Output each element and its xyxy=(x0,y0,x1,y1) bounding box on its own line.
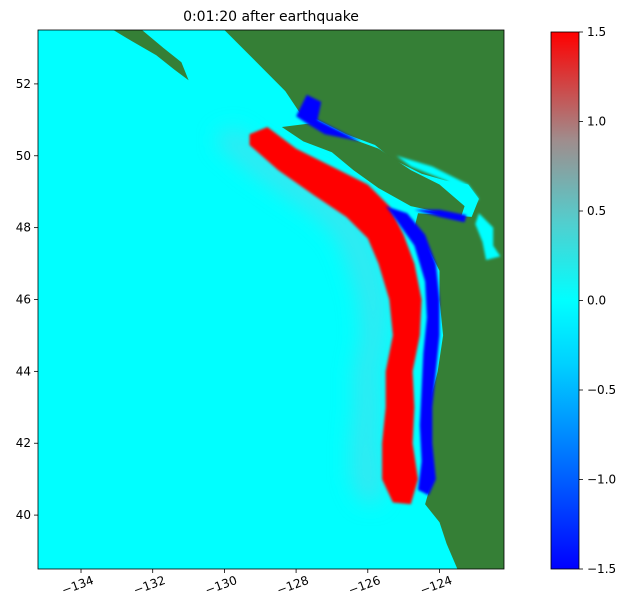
x-axis: −134 −132 −130 −128 −126 −124 xyxy=(60,569,454,597)
y-tick-label: 44 xyxy=(16,364,31,378)
land-mainland xyxy=(224,30,504,569)
land-layer xyxy=(113,30,504,569)
region-strait-of-georgia xyxy=(396,155,479,207)
colorbar-tick-label: 0.0 xyxy=(587,294,606,308)
x-tick-label: −134 xyxy=(60,573,96,597)
chart-title: 0:01:20 after earthquake xyxy=(183,9,359,25)
colorbar-tick-label: −0.5 xyxy=(587,383,616,397)
colorbar-tick-label: 0.5 xyxy=(587,204,606,218)
colorbar-tick-label: 1.0 xyxy=(587,115,606,129)
y-tick-label: 46 xyxy=(16,293,31,307)
region-juan-de-fuca-trough xyxy=(414,209,467,223)
land-haida-gwaii xyxy=(113,30,189,81)
colorbar-tick-label: 1.5 xyxy=(587,25,606,39)
region-puget-sound xyxy=(475,213,501,260)
plot-area xyxy=(38,30,504,569)
colorbar-ticks: −1.5 −1.0 −0.5 0.0 0.5 1.0 1.5 xyxy=(579,25,616,576)
x-tick-label: −128 xyxy=(275,573,311,597)
colorbar: −1.5 −1.0 −0.5 0.0 0.5 1.0 1.5 xyxy=(550,25,616,576)
y-tick-label: 40 xyxy=(16,508,31,522)
y-tick-label: 48 xyxy=(16,221,31,235)
land-vancouver-island xyxy=(281,123,465,217)
x-tick-label: −130 xyxy=(203,573,239,597)
x-tick-label: −124 xyxy=(418,573,454,597)
colorbar-gradient xyxy=(550,31,580,570)
y-tick-label: 42 xyxy=(16,436,31,450)
y-tick-label: 52 xyxy=(16,77,31,91)
y-tick-label: 50 xyxy=(16,149,31,163)
x-tick-label: −132 xyxy=(131,573,167,597)
colorbar-tick-label: −1.5 xyxy=(587,562,616,576)
colorbar-tick-label: −1.0 xyxy=(587,473,616,487)
haze-band xyxy=(217,127,390,505)
region-uplift-crest xyxy=(249,127,422,505)
x-tick-label: −126 xyxy=(347,573,383,597)
region-queen-charlotte-trough xyxy=(296,94,361,142)
y-axis: 40 42 44 46 48 50 52 xyxy=(16,77,38,522)
wave-regions xyxy=(249,94,501,505)
wave-haze xyxy=(217,127,390,505)
region-subsidence-trough xyxy=(385,206,440,496)
